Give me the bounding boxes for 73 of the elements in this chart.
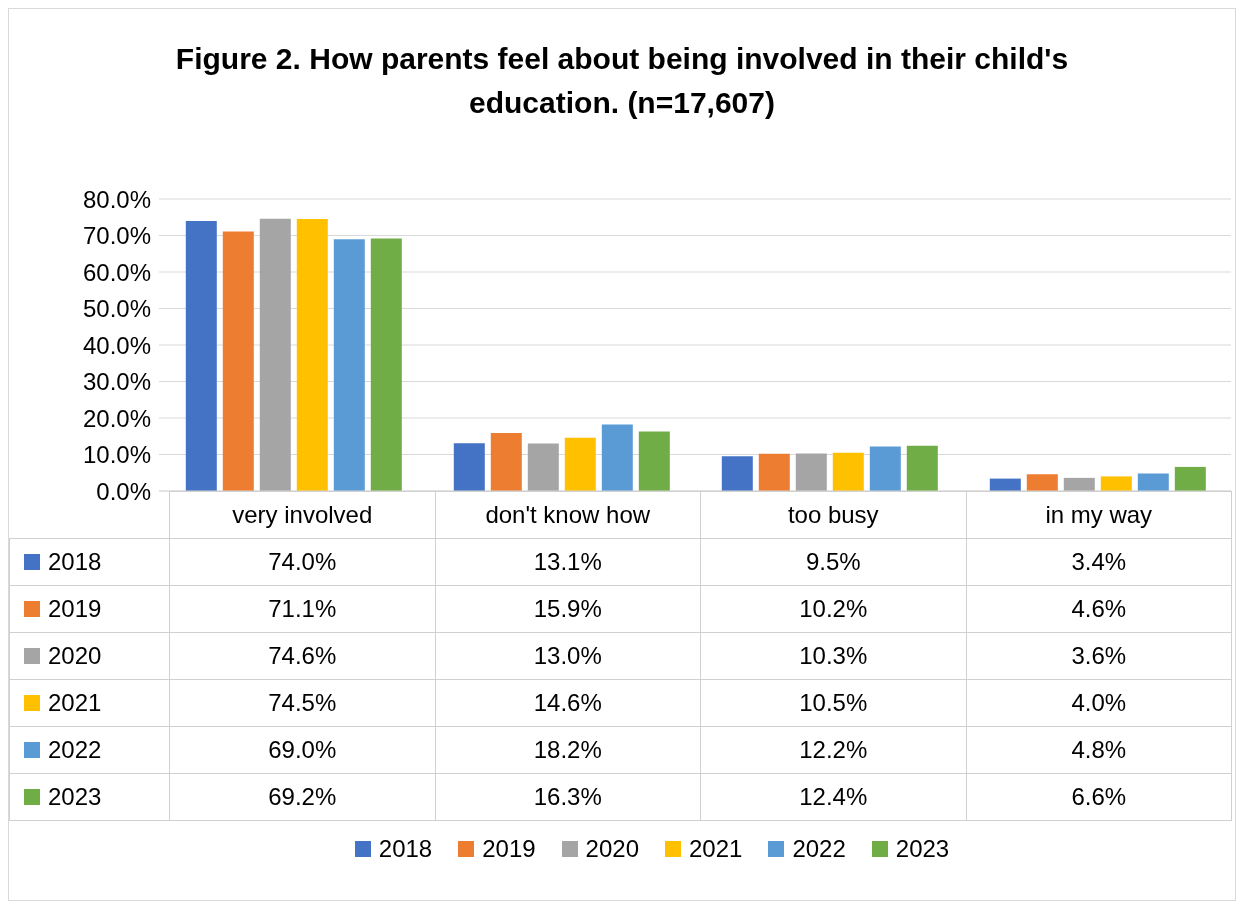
data-label: 18.2% (435, 726, 701, 774)
data-label: 13.0% (435, 632, 701, 680)
data-label: 9.5% (700, 538, 966, 586)
data-label: 3.6% (966, 632, 1232, 680)
bar (527, 443, 559, 491)
legend-label: 2019 (48, 595, 102, 623)
legend-label: 2023 (895, 835, 950, 863)
data-label: 74.0% (169, 538, 435, 586)
bar (222, 231, 254, 491)
bar (758, 453, 790, 491)
data-label: 14.6% (435, 679, 701, 727)
text: 2020 (585, 835, 639, 862)
bar (370, 238, 402, 491)
data-label: 10.3% (700, 632, 966, 680)
bar (333, 239, 365, 491)
x-tick-label: too busy (700, 491, 966, 539)
y-tick-label: 60.0% (82, 258, 151, 286)
data-label: 69.0% (169, 726, 435, 774)
bar (906, 445, 938, 491)
text: 2023 (48, 783, 102, 810)
data-label: 3.4% (966, 538, 1232, 586)
text: 2019 (482, 835, 536, 862)
data-label: 74.6% (169, 632, 435, 680)
bar (296, 219, 328, 491)
bar (1026, 474, 1058, 491)
bar (564, 437, 596, 491)
y-tick-label: 10.0% (82, 441, 151, 469)
data-label: 71.1% (169, 585, 435, 633)
data-label: 10.5% (700, 679, 966, 727)
data-label: 74.5% (169, 679, 435, 727)
data-label: 12.4% (700, 773, 966, 821)
y-tick-label: 70.0% (82, 222, 151, 250)
data-label: 4.6% (966, 585, 1232, 633)
y-tick-label: 50.0% (82, 295, 151, 323)
x-tick-label: very involved (169, 491, 435, 539)
bar (1174, 466, 1206, 491)
bar (832, 452, 864, 491)
text: 2018 (378, 835, 433, 862)
data-label: 15.9% (435, 585, 701, 633)
y-tick-label: 80.0% (82, 185, 151, 213)
data-label: 6.6% (966, 773, 1232, 821)
y-tick-label: 30.0% (82, 368, 151, 396)
legend-label: 2018 (48, 548, 102, 576)
bar (490, 432, 522, 491)
y-tick-label: 20.0% (82, 404, 151, 432)
bar (1100, 476, 1132, 491)
data-label: 10.2% (700, 585, 966, 633)
data-label: 69.2% (169, 773, 435, 821)
text: 2021 (689, 835, 743, 862)
bar (453, 443, 485, 491)
bar (185, 220, 217, 491)
bar (1063, 477, 1095, 491)
bar (1137, 473, 1169, 491)
data-label: 4.0% (966, 679, 1232, 727)
bar (638, 431, 670, 491)
data-label: 4.8% (966, 726, 1232, 774)
bar (795, 453, 827, 491)
bar (721, 456, 753, 491)
x-tick-label: don't know how (435, 491, 701, 539)
bar (869, 446, 901, 491)
text: 2022 (792, 835, 846, 862)
bar (259, 218, 291, 491)
data-label: 16.3% (435, 773, 701, 821)
x-tick-label: in my way (966, 491, 1232, 539)
legend-label: 2020 (48, 642, 102, 670)
y-tick-label: 0.0% (96, 477, 151, 505)
legend-label: 2021 (48, 689, 102, 717)
legend-label: 2022 (48, 736, 102, 764)
chart-title: Figure 2. How parents feel about being involved in their child's education. (n=17,607) (174, 41, 1070, 121)
y-tick-label: 40.0% (82, 331, 151, 359)
data-label: 12.2% (700, 726, 966, 774)
data-label: 13.1% (435, 538, 701, 586)
bar (601, 424, 633, 491)
